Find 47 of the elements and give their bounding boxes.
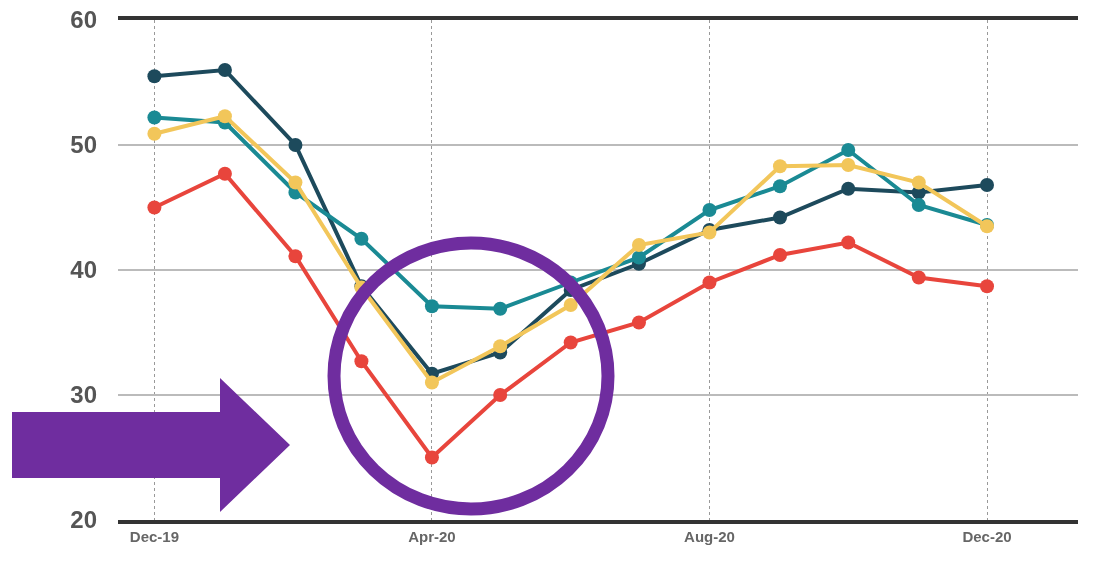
point [288, 175, 303, 190]
point [702, 203, 717, 217]
point [424, 375, 439, 390]
y-tick-label: 60 [70, 6, 97, 34]
point [563, 298, 578, 312]
point [773, 179, 787, 194]
point [354, 354, 369, 369]
x-tick-label: Dec-20 [962, 528, 1012, 545]
point [493, 339, 508, 354]
point [631, 250, 646, 265]
point [773, 159, 787, 174]
x-tick-label: Aug-20 [684, 528, 735, 545]
point [702, 275, 717, 290]
point [631, 238, 646, 252]
point [631, 315, 646, 330]
point [424, 299, 439, 314]
point [980, 178, 994, 192]
point [147, 69, 162, 84]
point [911, 175, 926, 190]
point [911, 270, 926, 285]
point [217, 166, 232, 181]
point [147, 126, 162, 141]
point [147, 110, 162, 125]
point [288, 138, 303, 152]
point [493, 388, 508, 402]
point [354, 231, 369, 246]
point [773, 248, 787, 262]
point [911, 198, 926, 212]
y-tick-label: 30 [70, 381, 97, 409]
x-tick-label: Dec-19 [129, 528, 179, 545]
point [147, 200, 162, 215]
point [841, 235, 856, 250]
point [841, 143, 856, 157]
point [288, 249, 303, 264]
point [493, 301, 508, 316]
point [980, 279, 994, 294]
x-tick-label: Apr-20 [408, 528, 456, 545]
point [563, 335, 578, 350]
y-tick-label: 40 [70, 256, 97, 284]
point [841, 158, 856, 172]
point [217, 63, 232, 77]
point [217, 109, 232, 124]
point [424, 450, 439, 465]
point [773, 210, 787, 225]
point [841, 181, 856, 196]
y-tick-label: 20 [70, 506, 97, 534]
y-tick-label: 50 [70, 131, 97, 159]
